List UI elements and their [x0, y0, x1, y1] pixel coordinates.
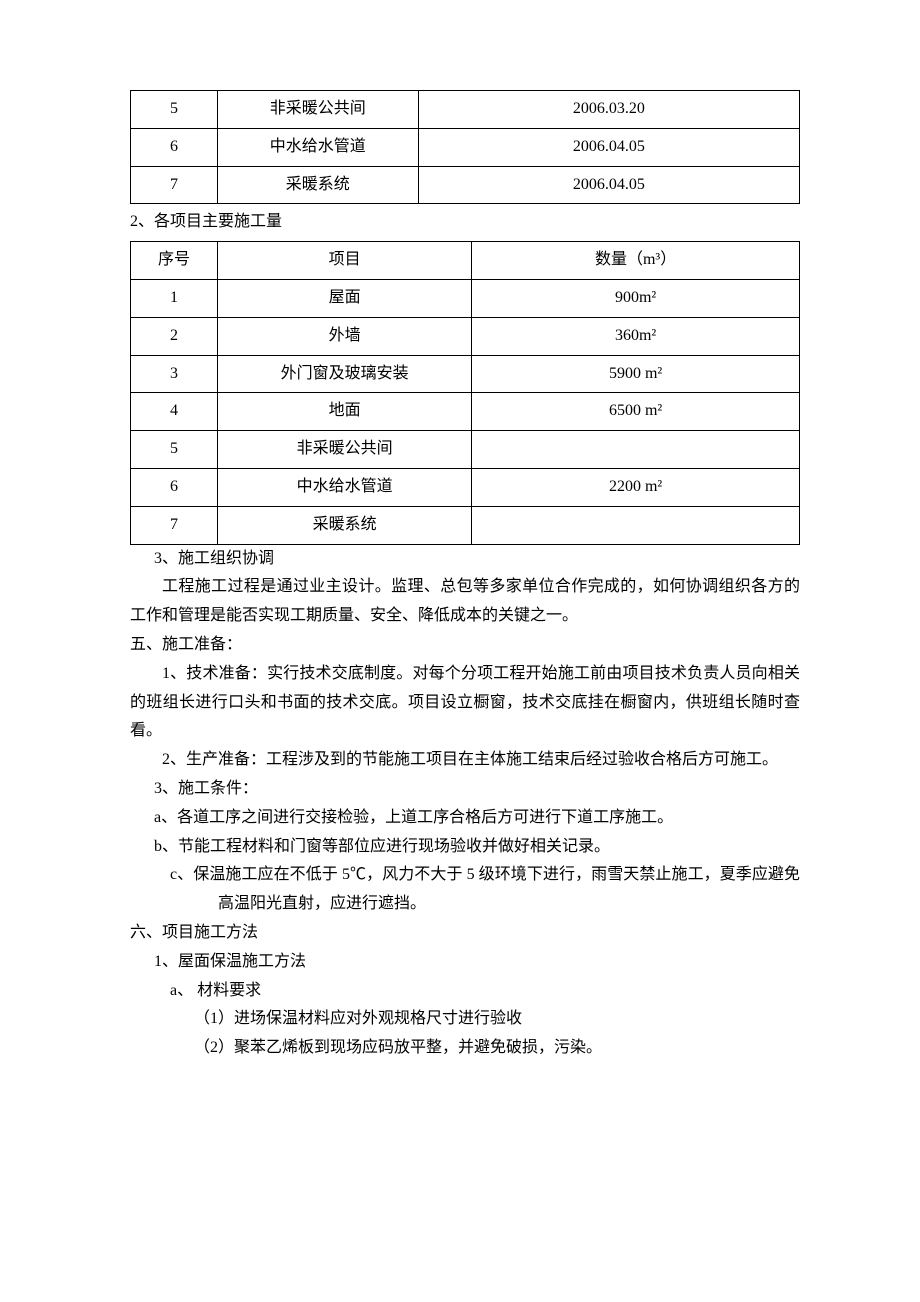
table-row: 6 中水给水管道 2200 m²: [131, 468, 800, 506]
cell-item: 非采暖公共间: [217, 91, 418, 129]
header-item: 项目: [217, 242, 471, 280]
table-row: 2 外墙 360m²: [131, 317, 800, 355]
cell-qty: 6500 m²: [472, 393, 800, 431]
header-qty: 数量（m³）: [472, 242, 800, 280]
cell-item: 采暖系统: [217, 506, 471, 544]
section-2-label: 2、各项目主要施工量: [130, 208, 800, 237]
section-6-1a-1: （1）进场保温材料应对外观规格尺寸进行验收: [194, 1005, 800, 1034]
table-row: 6 中水给水管道 2006.04.05: [131, 128, 800, 166]
cell-date: 2006.04.05: [418, 128, 799, 166]
cell-seq: 5: [131, 431, 218, 469]
heading-6: 六、项目施工方法: [130, 919, 800, 948]
section-6-1: 1、屋面保温施工方法: [154, 948, 800, 977]
cell-item: 采暖系统: [217, 166, 418, 204]
cell-item: 屋面: [217, 279, 471, 317]
table-row: 3 外门窗及玻璃安装 5900 m²: [131, 355, 800, 393]
cell-date: 2006.03.20: [418, 91, 799, 129]
cell-item: 外墙: [217, 317, 471, 355]
cell-qty: 900m²: [472, 279, 800, 317]
table-row: 5 非采暖公共间: [131, 431, 800, 469]
cell-seq: 7: [131, 166, 218, 204]
cell-item: 外门窗及玻璃安装: [217, 355, 471, 393]
cell-seq: 4: [131, 393, 218, 431]
cell-date: 2006.04.05: [418, 166, 799, 204]
section-5-1: 1、技术准备：实行技术交底制度。对每个分项工程开始施工前由项目技术负责人员向相关…: [130, 660, 800, 746]
table-row: 1 屋面 900m²: [131, 279, 800, 317]
cell-qty: [472, 431, 800, 469]
cell-seq: 6: [131, 128, 218, 166]
section-5-3a: a、各道工序之间进行交接检验，上道工序合格后方可进行下道工序施工。: [154, 804, 800, 833]
section-5-2: 2、生产准备：工程涉及到的节能施工项目在主体施工结束后经过验收合格后方可施工。: [130, 746, 800, 775]
table-header-row: 序号 项目 数量（m³）: [131, 242, 800, 280]
cell-seq: 3: [131, 355, 218, 393]
schedule-table: 5 非采暖公共间 2006.03.20 6 中水给水管道 2006.04.05 …: [130, 90, 800, 204]
cell-item: 中水给水管道: [217, 128, 418, 166]
section-6-1a-2: （2）聚苯乙烯板到现场应码放平整，并避免破损，污染。: [194, 1034, 800, 1063]
cell-seq: 1: [131, 279, 218, 317]
table-row: 7 采暖系统 2006.04.05: [131, 166, 800, 204]
table-row: 5 非采暖公共间 2006.03.20: [131, 91, 800, 129]
cell-item: 地面: [217, 393, 471, 431]
cell-item: 非采暖公共间: [217, 431, 471, 469]
cell-qty: 360m²: [472, 317, 800, 355]
heading-5: 五、施工准备：: [130, 631, 800, 660]
section-5-3: 3、施工条件：: [154, 775, 800, 804]
cell-qty: [472, 506, 800, 544]
section-3-paragraph: 工程施工过程是通过业主设计。监理、总包等多家单位合作完成的，如何协调组织各方的工…: [130, 573, 800, 631]
cell-seq: 5: [131, 91, 218, 129]
table-row: 7 采暖系统: [131, 506, 800, 544]
quantity-table: 序号 项目 数量（m³） 1 屋面 900m² 2 外墙 360m² 3 外门窗…: [130, 241, 800, 544]
cell-item: 中水给水管道: [217, 468, 471, 506]
cell-seq: 2: [131, 317, 218, 355]
section-5-3c: c、保温施工应在不低于 5℃，风力不大于 5 级环境下进行，雨雪天禁止施工，夏季…: [170, 861, 800, 919]
section-5-3b: b、节能工程材料和门窗等部位应进行现场验收并做好相关记录。: [154, 833, 800, 862]
cell-seq: 6: [131, 468, 218, 506]
cell-seq: 7: [131, 506, 218, 544]
cell-qty: 5900 m²: [472, 355, 800, 393]
header-seq: 序号: [131, 242, 218, 280]
section-6-1a: a、 材料要求: [170, 977, 800, 1006]
section-3-title: 3、施工组织协调: [154, 545, 800, 574]
cell-qty: 2200 m²: [472, 468, 800, 506]
table-row: 4 地面 6500 m²: [131, 393, 800, 431]
